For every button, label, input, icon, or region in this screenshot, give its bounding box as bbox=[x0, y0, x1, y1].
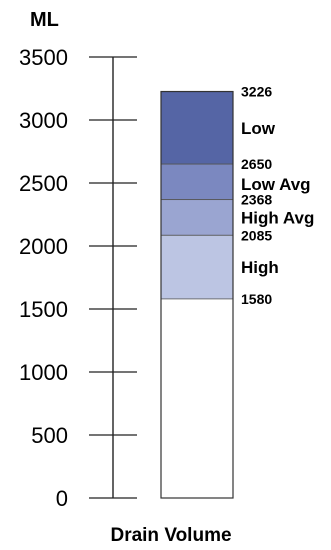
band-label-high-avg: High Avg bbox=[241, 208, 314, 227]
y-axis-unit-label: ML bbox=[30, 9, 59, 31]
y-axis-ticks: 0 500 1000 1500 2000 2500 3000 3500 bbox=[19, 45, 137, 511]
y-axis-tick-label: 0 bbox=[56, 486, 68, 511]
drain-volume-bar bbox=[160, 90, 234, 499]
boundary-value-label: 3226 bbox=[241, 84, 272, 100]
x-axis-label: Drain Volume bbox=[110, 525, 231, 546]
band-label-high: High bbox=[241, 258, 279, 277]
y-axis-tick-label: 500 bbox=[31, 423, 68, 448]
y-axis-tick-label: 2500 bbox=[19, 171, 68, 196]
band-label-low: Low bbox=[241, 119, 276, 138]
bar-segment-high bbox=[160, 234, 234, 300]
bar-segment-low-avg bbox=[160, 163, 234, 201]
bar-segment-high-avg bbox=[160, 199, 234, 236]
y-axis-tick-label: 1000 bbox=[19, 360, 68, 385]
y-axis-tick-label: 3500 bbox=[19, 45, 68, 70]
boundary-value-label: 2085 bbox=[241, 227, 272, 243]
boundary-value-label: 2368 bbox=[241, 192, 272, 208]
bar-outline bbox=[160, 90, 234, 499]
boundary-value-label: 1580 bbox=[241, 291, 272, 307]
bar-labels: 3226 2650 2368 2085 1580 Low Low Avg High Avg Hi… bbox=[241, 84, 314, 307]
boundary-value-label: 2650 bbox=[241, 156, 272, 172]
band-label-low-avg: Low Avg bbox=[241, 175, 311, 194]
y-axis-tick-label: 1500 bbox=[19, 297, 68, 322]
bar-segment-low bbox=[160, 91, 234, 165]
y-axis-tick-label: 2000 bbox=[19, 234, 68, 259]
y-axis-tick-label: 3000 bbox=[19, 108, 68, 133]
